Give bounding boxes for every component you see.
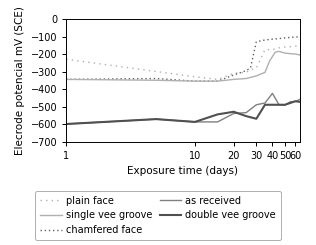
Y-axis label: Elecrode potencial mV (SCE): Elecrode potencial mV (SCE) [15,6,25,155]
Legend: plain face, single vee groove, chamfered face, as received, double vee groove: plain face, single vee groove, chamfered… [35,191,281,240]
X-axis label: Exposure time (days): Exposure time (days) [127,166,238,176]
